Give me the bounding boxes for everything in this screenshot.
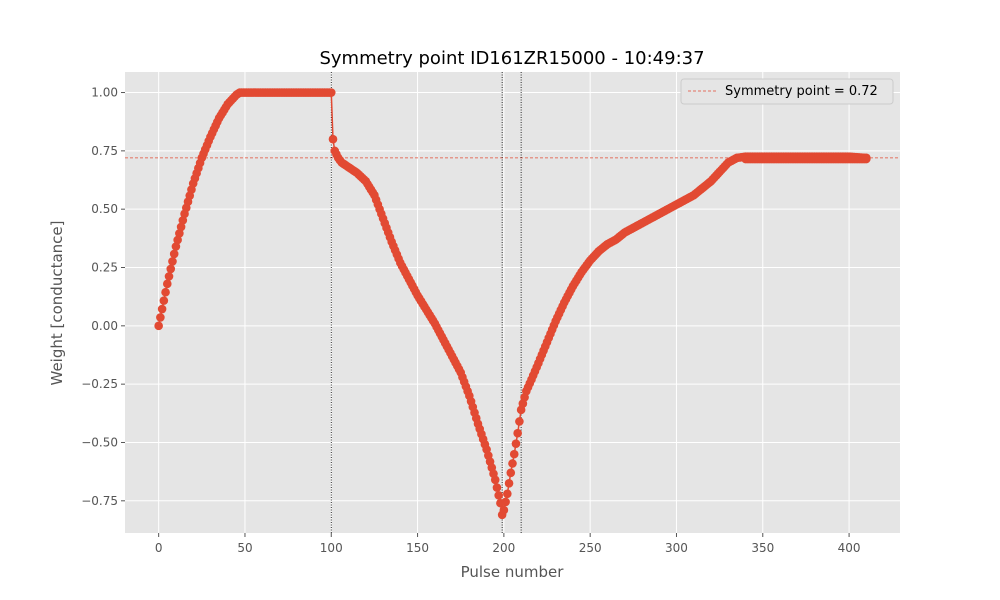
data-point <box>509 449 519 459</box>
data-point <box>494 491 503 500</box>
data-point <box>156 313 165 322</box>
data-point <box>164 272 174 281</box>
data-point <box>492 483 502 492</box>
x-tick-label: 350 <box>751 541 774 555</box>
chart-title: Symmetry point ID161ZR15000 - 10:49:37 <box>319 48 704 69</box>
x-axis-label: Pulse number <box>461 563 565 581</box>
data-point <box>501 497 510 507</box>
data-point <box>511 439 521 448</box>
y-tick-label: 0.00 <box>91 319 118 333</box>
x-tick-label: 250 <box>579 541 602 555</box>
legend: Symmetry point = 0.72 <box>680 78 894 105</box>
data-point <box>176 222 186 232</box>
y-tick-label: −0.50 <box>81 435 118 449</box>
data-point <box>178 216 188 225</box>
y-axis-label: Weight [conductance] <box>48 221 66 386</box>
y-tick-label: −0.25 <box>81 377 118 391</box>
data-point <box>169 249 179 259</box>
data-point <box>506 468 516 478</box>
data-point <box>328 134 338 144</box>
data-point <box>159 296 169 305</box>
data-point <box>508 459 517 468</box>
x-tick-label: 0 <box>155 541 163 555</box>
data-point <box>326 88 336 97</box>
legend-label: Symmetry point = 0.72 <box>725 84 878 99</box>
x-axis-ticks: 0 50 100 150 200 250 300 350 400 <box>155 533 861 555</box>
data-point <box>166 264 176 274</box>
data-point <box>490 475 500 485</box>
legend-box <box>680 78 894 105</box>
x-tick-label: 100 <box>320 541 343 555</box>
x-tick-label: 200 <box>492 541 515 555</box>
y-tick-label: 0.50 <box>91 202 118 216</box>
data-point <box>173 235 182 245</box>
x-tick-label: 50 <box>237 541 252 555</box>
data-point <box>503 489 512 499</box>
y-tick-label: −0.75 <box>81 494 118 508</box>
data-point <box>515 417 524 426</box>
data-point <box>862 154 871 164</box>
x-tick-label: 150 <box>406 541 429 555</box>
data-point <box>171 242 181 251</box>
data-point <box>162 279 172 289</box>
data-point <box>161 287 170 297</box>
data-point <box>513 428 522 438</box>
y-tick-label: 0.25 <box>91 261 118 275</box>
y-axis-ticks: −0.75 −0.50 −0.25 0.00 0.25 0.50 0.75 1.00 <box>81 86 125 508</box>
data-point <box>175 229 184 238</box>
data-point <box>157 304 167 314</box>
y-tick-label: 0.75 <box>91 144 118 158</box>
data-point <box>154 321 163 331</box>
x-tick-label: 400 <box>838 541 861 555</box>
data-point <box>168 257 177 266</box>
y-tick-label: 1.00 <box>91 86 118 100</box>
data-point <box>499 505 509 515</box>
x-tick-label: 300 <box>665 541 688 555</box>
data-point <box>504 479 514 488</box>
series-layer <box>154 88 871 520</box>
